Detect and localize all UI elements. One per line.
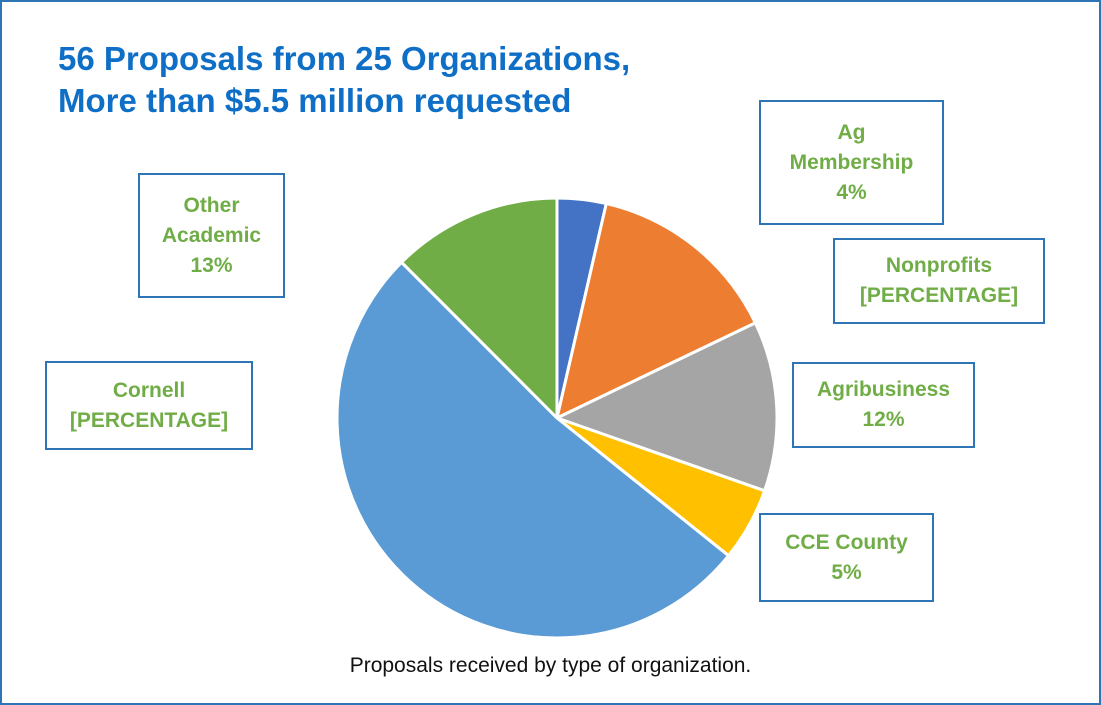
slice-label-text: 13% bbox=[190, 253, 233, 277]
slice-label-nonprofits: Nonprofits [PERCENTAGE] bbox=[833, 238, 1045, 324]
slice-label-text: Nonprofits bbox=[885, 254, 993, 277]
slice-label-text: Membership bbox=[789, 150, 914, 174]
slice-label-text: Agribusiness bbox=[816, 378, 951, 401]
pie-slice-nonprofits bbox=[555, 202, 757, 420]
chart-title-line-2: More than $5.5 million requested bbox=[58, 82, 572, 119]
slice-label-cce-county: CCE County 5% bbox=[759, 513, 934, 602]
slice-label-text: Cornell bbox=[112, 378, 186, 402]
slice-label-text: Other bbox=[183, 193, 240, 217]
slice-label-text: [PERCENTAGE] bbox=[69, 408, 229, 432]
pie-slice-cornell bbox=[335, 260, 731, 640]
slice-label-cornell: Cornell [PERCENTAGE] bbox=[45, 361, 253, 450]
pie-slice-agribusiness bbox=[555, 321, 779, 493]
slice-label-text: Academic bbox=[161, 223, 262, 247]
slice-label-text: 4% bbox=[836, 180, 867, 204]
chart-title: 56 Proposals from 25 Organizations, More… bbox=[58, 38, 630, 122]
slice-label-text: Ag bbox=[837, 120, 866, 144]
slice-label-text: [PERCENTAGE] bbox=[859, 284, 1019, 307]
slice-label-ag-membership: Ag Membership 4% bbox=[759, 100, 944, 225]
slice-label-agribusiness: Agribusiness 12% bbox=[792, 362, 975, 448]
chart-caption: Proposals received by type of organizati… bbox=[349, 654, 752, 677]
slice-label-other-academic: Other Academic 13% bbox=[138, 173, 285, 298]
slice-label-text: 5% bbox=[831, 560, 862, 584]
pie-slice-other bbox=[400, 196, 559, 420]
slice-label-text: 12% bbox=[862, 408, 905, 431]
slice-label-text: CCE County bbox=[785, 530, 908, 554]
chart-title-line-1: 56 Proposals from 25 Organizations, bbox=[58, 40, 631, 77]
